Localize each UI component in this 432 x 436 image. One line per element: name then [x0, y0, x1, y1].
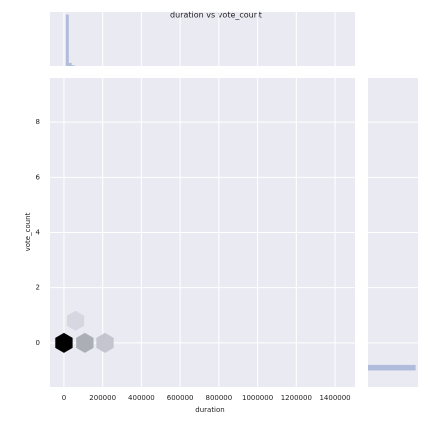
y-axis-label: vote_count — [24, 212, 32, 251]
y-hist-bar — [368, 364, 416, 371]
x-hist-bar — [65, 14, 69, 67]
hexbin — [66, 310, 85, 331]
y-tick-label: 6 — [36, 173, 41, 181]
y-tick-label: 0 — [36, 339, 40, 347]
x-tick-label: 800000 — [205, 394, 232, 402]
x-tick-label: 600000 — [167, 394, 194, 402]
y-tick-label: 2 — [36, 284, 40, 292]
x-hist-bar — [71, 65, 75, 66]
y-tick-label: 4 — [36, 229, 41, 237]
x-tick-label: 200000 — [89, 394, 116, 402]
chart-title: duration vs vote_count — [170, 11, 262, 20]
hexbin — [96, 332, 114, 353]
top-margin-background — [50, 12, 355, 66]
x-hist-bar — [68, 62, 72, 66]
x-tick-label: 0 — [62, 394, 66, 402]
x-tick-label: 400000 — [128, 394, 155, 402]
x-tick-label: 1000000 — [242, 394, 273, 402]
x-tick-label: 1400000 — [319, 394, 350, 402]
hexbin — [55, 332, 73, 353]
hexbin — [76, 332, 94, 353]
y-tick-label: 8 — [36, 118, 40, 126]
x-tick-label: 1200000 — [281, 394, 312, 402]
x-axis-label: duration — [195, 406, 224, 414]
